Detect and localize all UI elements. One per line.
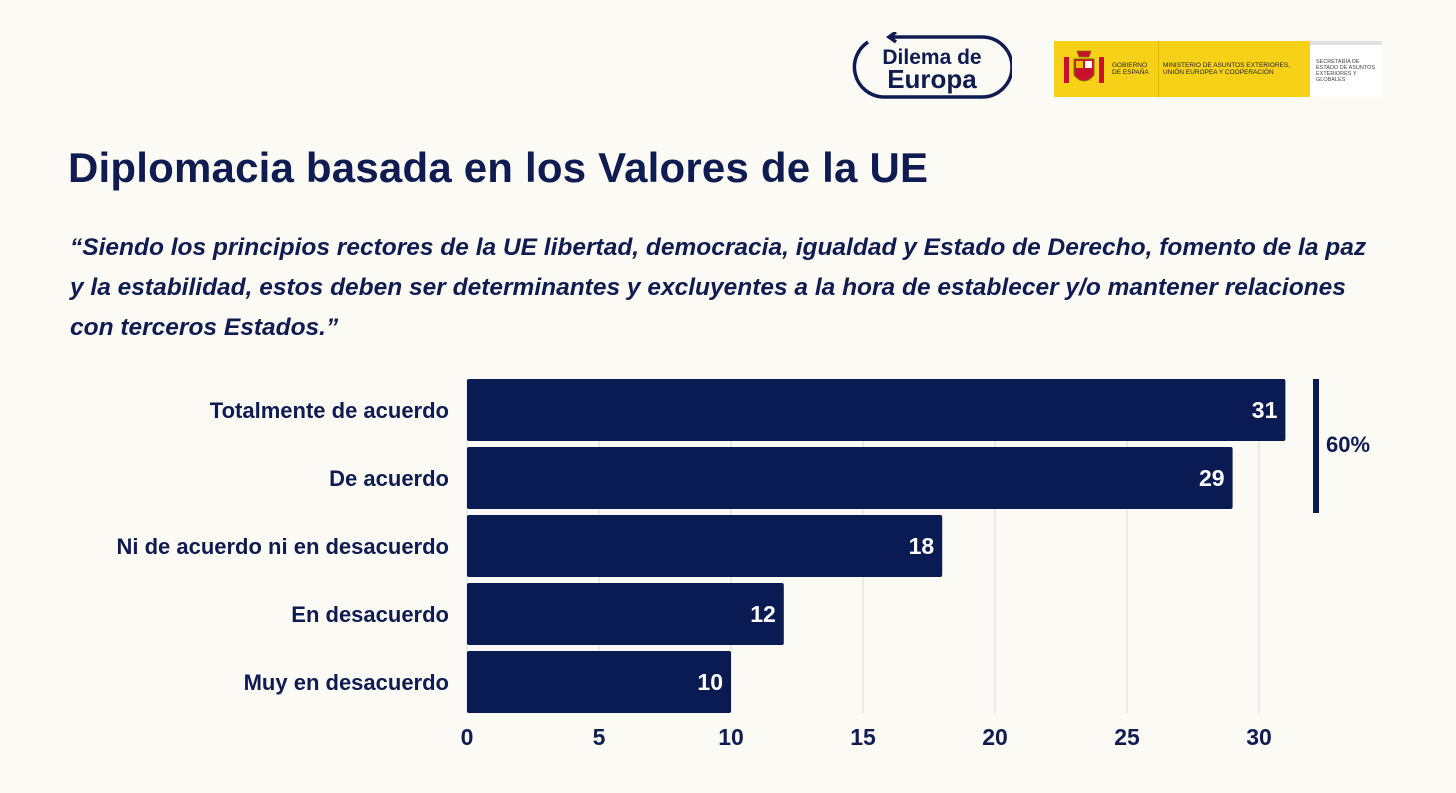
bar-chart: 31 Totalmente de acuerdo 29 De acuerdo 18 Ni … — [116, 379, 1370, 750]
logo-line2: Europa — [887, 64, 977, 94]
bar-value-label: 18 — [909, 533, 935, 559]
logo-line1: Dilema de — [882, 46, 981, 69]
category-label: Totalmente de acuerdo — [210, 398, 449, 423]
bar-2 — [467, 515, 943, 577]
government-logo: GOBIERNO DE ESPAÑA MINISTERIO DE ASUNTOS… — [1054, 41, 1382, 97]
page-title: Diplomacia basada en los Valores de la U… — [68, 144, 929, 191]
secretaria-text: SECRETARÍA DE ESTADO DE ASUNTOS EXTERIOR… — [1316, 59, 1376, 83]
bar-value-label: 31 — [1252, 397, 1278, 423]
annotation-label: 60% — [1326, 432, 1370, 457]
bar-1 — [467, 447, 1233, 509]
category-label: En desacuerdo — [291, 602, 449, 627]
x-tick-label: 0 — [461, 724, 474, 750]
ministerio-text: MINISTERIO DE ASUNTOS EXTERIORES, UNIÓN … — [1163, 62, 1291, 76]
bar-value-label: 10 — [697, 669, 723, 695]
category-label: Ni de acuerdo ni en desacuerdo — [116, 534, 449, 559]
x-tick-label: 10 — [718, 724, 744, 750]
x-tick-label: 20 — [982, 724, 1008, 750]
x-tick-label: 30 — [1246, 724, 1272, 750]
category-label: Muy en desacuerdo — [244, 670, 449, 695]
x-tick-label: 25 — [1114, 724, 1140, 750]
bar-4 — [467, 651, 731, 713]
x-tick-label: 15 — [850, 724, 876, 750]
dilema-de-europa-logo: Dilema de Europa — [852, 32, 1012, 104]
bar-value-label: 12 — [750, 601, 776, 627]
survey-question: “Siendo los principios rectores de la UE… — [70, 234, 1367, 341]
category-label: De acuerdo — [329, 466, 449, 491]
bar-0 — [467, 379, 1286, 441]
bar-3 — [467, 583, 784, 645]
coat-of-arms-icon — [1064, 50, 1104, 83]
gobierno-text: GOBIERNO DE ESPAÑA — [1112, 62, 1149, 76]
bar-value-label: 29 — [1199, 465, 1225, 491]
x-tick-label: 5 — [593, 724, 606, 750]
